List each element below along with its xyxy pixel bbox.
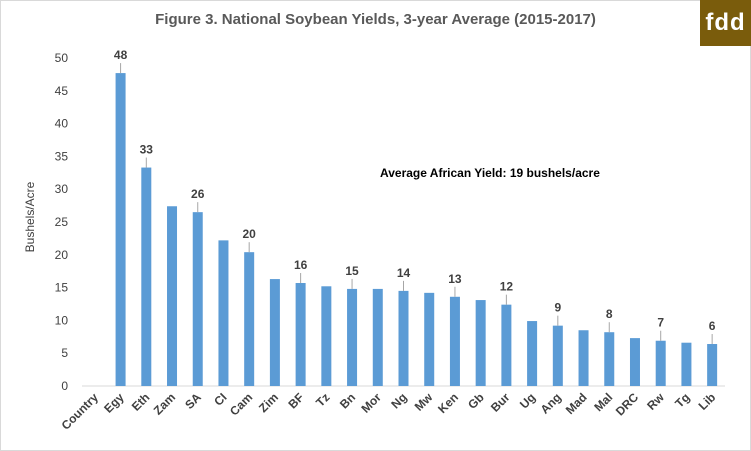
bar-zam — [167, 206, 178, 386]
bar-rw — [655, 340, 666, 386]
bar-bur — [501, 304, 512, 386]
x-tick-label: Ken — [435, 390, 461, 416]
x-tick-label: Zam — [151, 390, 178, 417]
y-tick-label: 50 — [55, 51, 69, 65]
data-label: 20 — [243, 227, 257, 241]
bar-zim — [269, 279, 280, 386]
bar-tg — [681, 342, 692, 386]
data-label: 14 — [397, 266, 411, 280]
x-tick-label: Ang — [538, 390, 564, 416]
x-tick-label: Bn — [337, 390, 358, 411]
y-tick-label: 40 — [55, 117, 69, 131]
bar-eth — [141, 167, 152, 386]
x-tick-label: Cam — [227, 390, 255, 418]
bar-ang — [552, 325, 563, 386]
bar-drc — [629, 338, 640, 386]
x-tick-label: Egy — [101, 390, 127, 416]
chart-title: Figure 3. National Soybean Yields, 3-yea… — [155, 11, 596, 28]
x-tick-label: Mw — [412, 390, 436, 414]
x-tick-label: Gb — [465, 390, 487, 412]
y-tick-label: 10 — [55, 313, 69, 327]
bar-sa — [192, 212, 203, 386]
y-tick-label: 35 — [55, 149, 69, 163]
y-tick-label: 5 — [61, 346, 68, 360]
bar-bf — [295, 283, 306, 386]
data-label: 13 — [448, 272, 462, 286]
x-tick-label: Ng — [388, 390, 409, 411]
fdd-logo: fdd — [700, 0, 751, 46]
x-tick-label: Zim — [256, 390, 281, 415]
bar-lib — [707, 344, 718, 386]
y-tick-label: 0 — [61, 379, 68, 393]
x-tick-label: BF — [286, 390, 307, 411]
data-label: 6 — [709, 319, 716, 333]
bar-mw — [424, 292, 435, 386]
y-tick-label: 20 — [55, 248, 69, 262]
x-tick-label: Tg — [672, 390, 692, 410]
bar-ken — [449, 296, 460, 386]
x-tick-label: Rw — [644, 390, 667, 413]
data-label: 8 — [606, 307, 613, 321]
x-tick-label: Mor — [358, 390, 384, 416]
x-tick-label: Ug — [517, 390, 538, 411]
x-tick-label: Tz — [313, 390, 332, 409]
data-label: 16 — [294, 258, 308, 272]
y-tick-label: 45 — [55, 84, 69, 98]
x-tick-label: Lib — [696, 390, 719, 413]
data-label: 12 — [500, 280, 514, 294]
average-yield-annotation: Average African Yield: 19 bushels/acre — [380, 166, 600, 180]
bar-gb — [475, 300, 486, 386]
y-tick-label: 15 — [55, 281, 69, 295]
data-label: 7 — [657, 316, 664, 330]
data-label: 9 — [554, 301, 561, 315]
bar-ci — [218, 240, 229, 386]
bar-cam — [244, 252, 255, 386]
bar-mor — [372, 288, 383, 386]
bar-mal — [604, 332, 615, 386]
data-label: 26 — [191, 187, 205, 201]
x-tick-label: Eth — [129, 390, 153, 414]
data-label: 33 — [140, 143, 154, 157]
bar-tz — [321, 286, 332, 386]
bar-ng — [398, 290, 409, 386]
y-tick-label: 25 — [55, 215, 69, 229]
bar-bn — [347, 288, 358, 386]
bar-egy — [115, 73, 126, 386]
bar-mad — [578, 330, 589, 386]
x-tick-label: SA — [182, 390, 204, 412]
y-tick-label: 30 — [55, 182, 69, 196]
x-tick-label: Country — [59, 390, 102, 433]
x-tick-label: Bur — [488, 390, 513, 415]
data-label: 15 — [345, 264, 359, 278]
bar-ug — [527, 321, 538, 386]
x-tick-label: Mad — [563, 390, 590, 417]
x-tick-label: Mal — [591, 390, 615, 414]
x-tick-label: CI — [211, 390, 229, 408]
data-label: 48 — [114, 48, 128, 62]
x-tick-label: DRC — [613, 390, 642, 419]
